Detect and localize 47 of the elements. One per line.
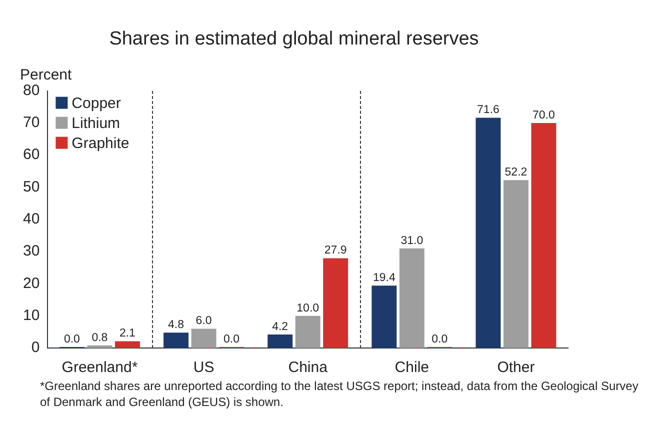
data-label: 0.0 <box>432 333 448 346</box>
bar <box>503 180 528 348</box>
legend-label: Lithium <box>72 114 120 132</box>
data-label: 31.0 <box>400 234 424 247</box>
data-label: 52.2 <box>504 166 528 179</box>
bar <box>323 258 348 348</box>
data-label: 71.6 <box>477 104 500 116</box>
data-label: 10.0 <box>296 302 320 314</box>
data-label: 27.9 <box>324 244 347 257</box>
bar <box>164 332 189 348</box>
y-tick-label: 60 <box>22 146 40 164</box>
bar <box>399 248 424 348</box>
data-label: 4.8 <box>168 318 184 331</box>
y-tick-label: 70 <box>22 114 40 132</box>
x-tick-label: Other <box>497 359 535 376</box>
bar <box>191 328 216 348</box>
y-tick-label: 80 <box>22 82 40 99</box>
bar <box>295 316 320 348</box>
bar <box>476 118 501 348</box>
data-label: 19.4 <box>372 272 396 284</box>
bar <box>372 286 397 348</box>
data-label: 70.0 <box>532 109 555 122</box>
text: *Greenland shares are unreported according to the latest USGS report; instead, data from the Geological Survey of Denmark and Greenland (GEUS) is shown. <box>40 378 640 410</box>
data-label: 6.0 <box>196 315 212 328</box>
legend-label: Copper <box>72 94 121 112</box>
y-tick-label: 0 <box>31 339 40 356</box>
y-axis-title: Percent <box>20 66 73 84</box>
bar <box>531 122 556 348</box>
x-tick-label: Greenland* <box>62 359 138 376</box>
y-tick-label: 40 <box>22 210 40 228</box>
y-tick-label: 10 <box>22 306 40 324</box>
legend-label: Graphite <box>72 134 130 152</box>
data-label: 0.0 <box>64 333 80 346</box>
bar <box>268 334 293 348</box>
x-tick-label: China <box>288 359 328 376</box>
y-tick-label: 30 <box>22 242 40 260</box>
x-tick-label: Chile <box>394 359 429 376</box>
y-tick-label: 50 <box>22 178 40 196</box>
data-label: 2.1 <box>119 328 136 340</box>
data-label: 0.8 <box>92 332 108 344</box>
x-tick-label: US <box>193 359 214 376</box>
chart-title: Shares in estimated global mineral reserves <box>109 28 479 50</box>
data-label: 4.2 <box>272 320 288 333</box>
bar <box>114 341 140 348</box>
bar <box>87 345 112 348</box>
data-label: 0.0 <box>224 333 240 346</box>
y-tick-label: 20 <box>22 274 40 292</box>
